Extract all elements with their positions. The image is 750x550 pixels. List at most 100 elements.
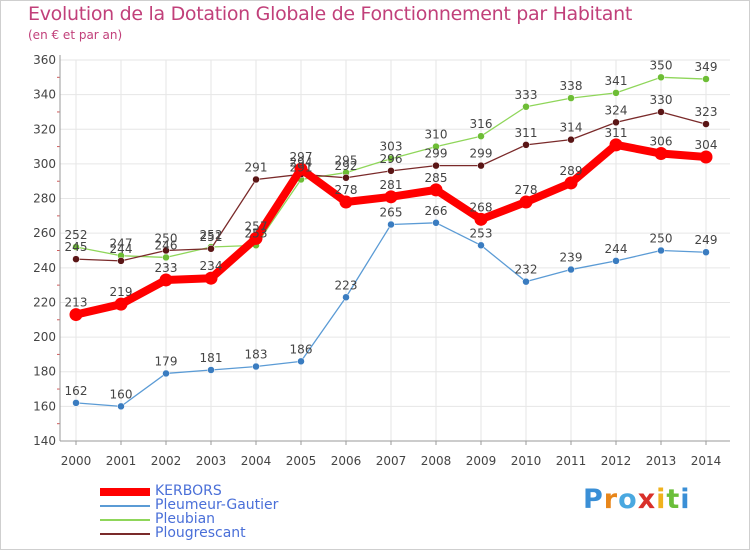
- data-point-pleumeur-gautier: [522, 277, 530, 286]
- data-label-pleubian: 316: [470, 117, 493, 131]
- data-label-pleumeur-gautier: 162: [65, 384, 88, 398]
- y-tick-label: 220: [33, 295, 56, 309]
- data-label-plougrescant: 296: [380, 152, 403, 166]
- x-tick-label: 2002: [151, 454, 182, 468]
- data-point-pleumeur-gautier: [342, 293, 350, 302]
- data-label-pleubian: 349: [695, 60, 718, 74]
- data-point-pleumeur-gautier: [477, 241, 485, 250]
- data-label-pleumeur-gautier: 253: [470, 226, 493, 240]
- legend-swatch: [100, 505, 150, 507]
- x-tick-label: 2010: [511, 454, 542, 468]
- data-point-kerbors: [114, 297, 128, 311]
- data-label-plougrescant: 314: [560, 121, 583, 135]
- chart-subtitle: (en € et par an): [28, 28, 123, 42]
- x-tick-label: 2008: [421, 454, 452, 468]
- data-label-plougrescant: 324: [605, 103, 628, 117]
- data-point-kerbors: [159, 273, 173, 287]
- data-label-pleumeur-gautier: 186: [290, 342, 313, 356]
- data-label-pleumeur-gautier: 249: [695, 233, 718, 247]
- data-label-kerbors: 278: [515, 183, 538, 197]
- data-point-pleumeur-gautier: [432, 219, 440, 227]
- data-point-pleumeur-gautier: [702, 248, 710, 256]
- data-point-pleumeur-gautier: [162, 369, 170, 378]
- data-point-pleubian: [612, 89, 620, 97]
- x-tick-label: 2014: [691, 454, 722, 468]
- data-point-kerbors: [384, 190, 398, 204]
- y-tick-label: 180: [33, 365, 56, 379]
- logo-letter: r: [603, 484, 619, 515]
- x-tick-label: 2012: [601, 454, 632, 468]
- data-label-plougrescant: 330: [650, 93, 673, 107]
- data-label-pleumeur-gautier: 266: [425, 204, 448, 218]
- y-tick-label: 200: [33, 330, 56, 344]
- grid: [60, 59, 730, 442]
- data-point-kerbors: [564, 176, 578, 190]
- data-point-plougrescant: [432, 161, 440, 170]
- data-point-pleubian: [522, 103, 530, 111]
- data-label-pleubian: 246: [155, 238, 178, 252]
- x-tick-label: 2003: [196, 454, 227, 468]
- data-point-pleubian: [72, 243, 80, 251]
- x-tick-label: 2006: [331, 454, 362, 468]
- data-point-pleumeur-gautier: [657, 246, 665, 255]
- data-point-plougrescant: [657, 108, 665, 116]
- data-label-pleubian: 341: [605, 74, 628, 88]
- data-point-pleumeur-gautier: [297, 357, 305, 366]
- x-tick-label: 2004: [241, 454, 272, 468]
- data-point-pleubian: [162, 253, 170, 262]
- data-label-kerbors: 268: [470, 200, 493, 214]
- data-label-pleumeur-gautier: 265: [380, 206, 403, 220]
- logo-letter: i: [680, 484, 691, 515]
- data-point-pleubian: [657, 73, 665, 82]
- data-label-pleubian: 350: [650, 58, 673, 72]
- data-point-pleumeur-gautier: [207, 366, 215, 374]
- data-point-plougrescant: [117, 257, 125, 265]
- x-tick-label: 2000: [61, 454, 92, 468]
- data-point-kerbors: [249, 231, 263, 245]
- data-label-pleumeur-gautier: 244: [605, 242, 628, 256]
- legend-swatch: [100, 488, 150, 496]
- x-tick-label: 2007: [376, 454, 407, 468]
- x-tick-label: 2009: [466, 454, 497, 468]
- data-point-kerbors: [204, 271, 218, 285]
- data-point-plougrescant: [162, 246, 170, 255]
- data-label-pleumeur-gautier: 239: [560, 251, 583, 265]
- data-point-plougrescant: [72, 255, 80, 263]
- proxiti-logo: Proxiti: [583, 484, 691, 515]
- data-label-kerbors: 257: [245, 219, 268, 233]
- data-point-pleubian: [477, 132, 485, 140]
- data-point-kerbors: [699, 150, 713, 164]
- data-point-pleubian: [702, 75, 710, 83]
- data-label-pleumeur-gautier: 183: [245, 348, 268, 362]
- data-label-kerbors: 213: [65, 296, 88, 310]
- y-tick-label: 280: [33, 192, 56, 206]
- data-label-plougrescant: 244: [110, 242, 133, 256]
- data-label-pleumeur-gautier: 181: [200, 351, 223, 365]
- data-label-plougrescant: 250: [155, 232, 178, 246]
- data-label-plougrescant: 323: [695, 105, 718, 119]
- data-point-plougrescant: [387, 167, 395, 175]
- data-point-pleumeur-gautier: [117, 402, 125, 411]
- y-tick-label: 260: [33, 226, 56, 240]
- axes: 140 160 180 200 220 240 260 280 300 320 340 360 2000…: [33, 53, 730, 468]
- x-tick-label: 2001: [106, 454, 137, 468]
- x-tick-label: 2005: [286, 454, 317, 468]
- logo-letter: i: [656, 484, 667, 515]
- data-point-pleubian: [432, 142, 440, 151]
- data-point-kerbors: [294, 162, 308, 176]
- data-point-kerbors: [69, 308, 83, 322]
- data-label-pleubian: 252: [200, 228, 223, 242]
- y-tick-label: 360: [33, 53, 56, 67]
- data-label-pleumeur-gautier: 232: [515, 263, 538, 277]
- data-label-plougrescant: 299: [470, 147, 493, 161]
- data-label-kerbors: 306: [650, 135, 673, 149]
- data-label-kerbors: 219: [110, 285, 133, 299]
- logo-letter: P: [583, 484, 604, 515]
- y-tick-label: 140: [33, 434, 56, 448]
- data-point-plougrescant: [567, 135, 575, 144]
- data-label-pleumeur-gautier: 160: [110, 387, 133, 401]
- data-label-kerbors: 297: [290, 150, 313, 164]
- logo-letter: t: [666, 484, 681, 515]
